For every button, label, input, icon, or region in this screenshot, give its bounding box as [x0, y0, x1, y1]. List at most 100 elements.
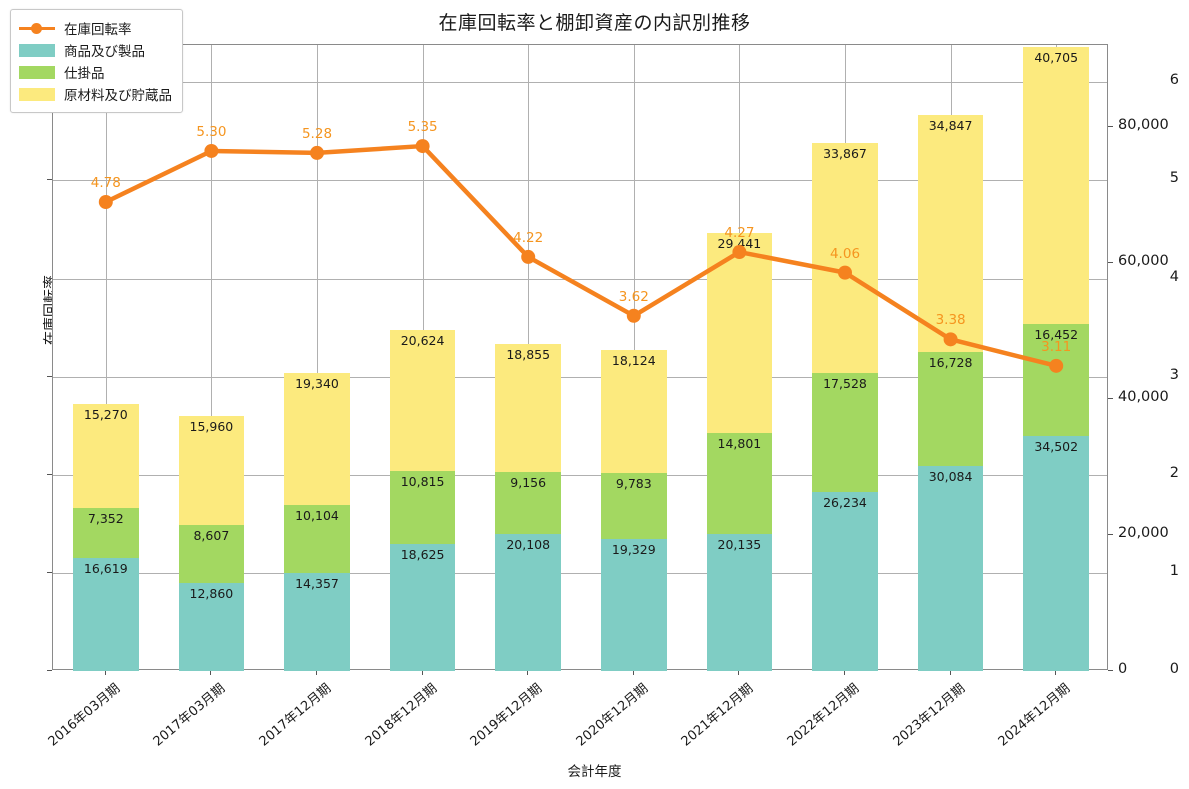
line-value-label: 4.22 — [513, 229, 544, 246]
y-axis-left-tickmark — [47, 571, 52, 573]
bar-value-label: 9,783 — [615, 475, 652, 491]
x-axis-tickmark — [421, 670, 423, 675]
x-axis-tick-label: 2024年12月期 — [995, 681, 1074, 750]
bar-segment — [73, 557, 139, 671]
line-data-point — [204, 143, 219, 158]
bar-segment — [706, 533, 773, 671]
line-data-point — [732, 245, 747, 260]
legend-color-swatch — [19, 43, 55, 57]
x-axis-tickmark — [527, 670, 529, 675]
x-axis-tick-label: 2017年12月期 — [256, 681, 335, 750]
y-axis-right-tickmark — [1108, 533, 1113, 535]
bar-value-label: 26,234 — [823, 495, 867, 511]
bar-value-label: 29,441 — [717, 235, 762, 251]
bar-segment — [1023, 47, 1089, 325]
bar-value-label: 18,124 — [611, 352, 656, 368]
bar-segment — [917, 466, 984, 671]
bar-segment — [601, 539, 667, 671]
line-value-label: 5.28 — [301, 125, 333, 142]
bar-value-label: 15,960 — [189, 419, 234, 435]
bar-segment — [389, 330, 456, 471]
legend-item[interactable]: 原材料及び貯蔵品 — [19, 83, 172, 105]
line-value-label: 4.06 — [829, 245, 861, 262]
bar-value-label: 16,619 — [83, 560, 128, 576]
line-value-label: 3.11 — [1041, 338, 1072, 355]
x-axis-tickmark — [104, 670, 106, 675]
legend-item[interactable]: 商品及び製品 — [19, 39, 172, 61]
bar-value-label: 33,867 — [823, 145, 867, 161]
gridline — [53, 278, 1107, 280]
bar-segment — [812, 373, 878, 493]
legend-line-marker-icon — [19, 22, 55, 35]
line-value-label: 3.38 — [935, 312, 966, 329]
legend-item-label: 商品及び製品 — [64, 44, 145, 60]
bar-value-label: 18,625 — [400, 547, 445, 563]
x-axis-tick-label: 2019年12月期 — [467, 681, 546, 750]
line-data-point — [521, 249, 536, 264]
line-value-label: 5.35 — [407, 119, 438, 136]
gridline — [53, 180, 1107, 182]
x-axis-tickmark — [738, 670, 740, 675]
line-data-point — [943, 332, 958, 347]
y-axis-right-tickmark — [1108, 670, 1113, 671]
bar-value-label: 10,815 — [400, 473, 445, 489]
bar-value-label: 30,084 — [928, 469, 973, 485]
bar-value-label: 16,452 — [1034, 327, 1079, 343]
gridline — [317, 45, 318, 669]
x-axis-tick-label: 2020年12月期 — [573, 681, 652, 750]
legend-item[interactable]: 在庫回転率 — [19, 17, 172, 39]
bar-value-label: 20,108 — [506, 537, 551, 553]
y-axis-left-tick-label: 0 — [1169, 661, 1179, 677]
bar-segment — [178, 583, 245, 671]
inventory-turnover-points — [98, 139, 1064, 373]
gridline — [211, 45, 213, 669]
bar-segment — [495, 534, 561, 671]
bar-segment — [73, 403, 139, 508]
bar-segment — [389, 470, 456, 545]
bar-segment — [812, 142, 878, 374]
y-axis-left-tick-label: 4 — [1169, 268, 1179, 285]
y-axis-left-tickmark — [47, 375, 52, 377]
bar-segment — [917, 115, 984, 353]
line-value-label: 4.27 — [724, 225, 755, 242]
line-data-point — [838, 265, 852, 280]
bar-segment — [812, 492, 878, 671]
bar-segment — [601, 349, 667, 473]
bar-segment — [73, 507, 139, 558]
x-axis-tickmark — [1055, 670, 1057, 675]
inventory-turnover-line — [103, 143, 1059, 369]
y-axis-left-tickmark — [47, 473, 52, 475]
bar-value-label: 10,104 — [295, 507, 339, 523]
chart-title: 在庫回転率と棚卸資産の内訳別推移 — [438, 12, 751, 34]
line-data-point — [310, 145, 324, 160]
y-axis-right-tick-label: 80,000 — [1118, 116, 1169, 133]
legend-item-label: 在庫回転率 — [64, 22, 132, 38]
y-axis-left-tick-label: 6 — [1169, 72, 1179, 89]
bar-value-label: 20,624 — [400, 333, 445, 349]
bar-segment — [601, 472, 667, 540]
bar-value-label: 34,502 — [1034, 439, 1079, 455]
y-axis-left-tickmark — [47, 277, 52, 279]
chart-legend[interactable]: 在庫回転率商品及び製品 仕掛品原材料及び貯蔵品 — [10, 9, 183, 113]
line-series-svg — [98, 139, 1064, 373]
legend-color-swatch — [19, 87, 55, 101]
bar-value-label: 17,528 — [823, 376, 867, 392]
x-axis-tick-label: 2016年03月期 — [45, 681, 124, 750]
bar-segment — [178, 524, 245, 584]
y-axis-left-tick-label: 2 — [1169, 464, 1179, 481]
gridline — [53, 376, 1107, 378]
line-value-label: 4.78 — [90, 174, 121, 191]
gridline — [53, 82, 1107, 84]
legend-item-label: 原材料及び貯蔵品 — [64, 88, 172, 104]
legend-item[interactable]: 仕掛品 — [19, 61, 172, 83]
line-value-label: 5.30 — [196, 123, 227, 140]
y-axis-right-tick-label: 20,000 — [1118, 524, 1169, 541]
x-axis-tick-label: 2022年12月期 — [784, 681, 863, 750]
bar-value-label: 20,135 — [717, 536, 762, 552]
gridline — [53, 474, 1107, 476]
bar-value-label: 40,705 — [1034, 50, 1079, 66]
x-axis-tick-label: 2023年12月期 — [890, 681, 968, 750]
line-data-point — [415, 139, 430, 154]
bar-value-label: 19,329 — [611, 542, 656, 558]
